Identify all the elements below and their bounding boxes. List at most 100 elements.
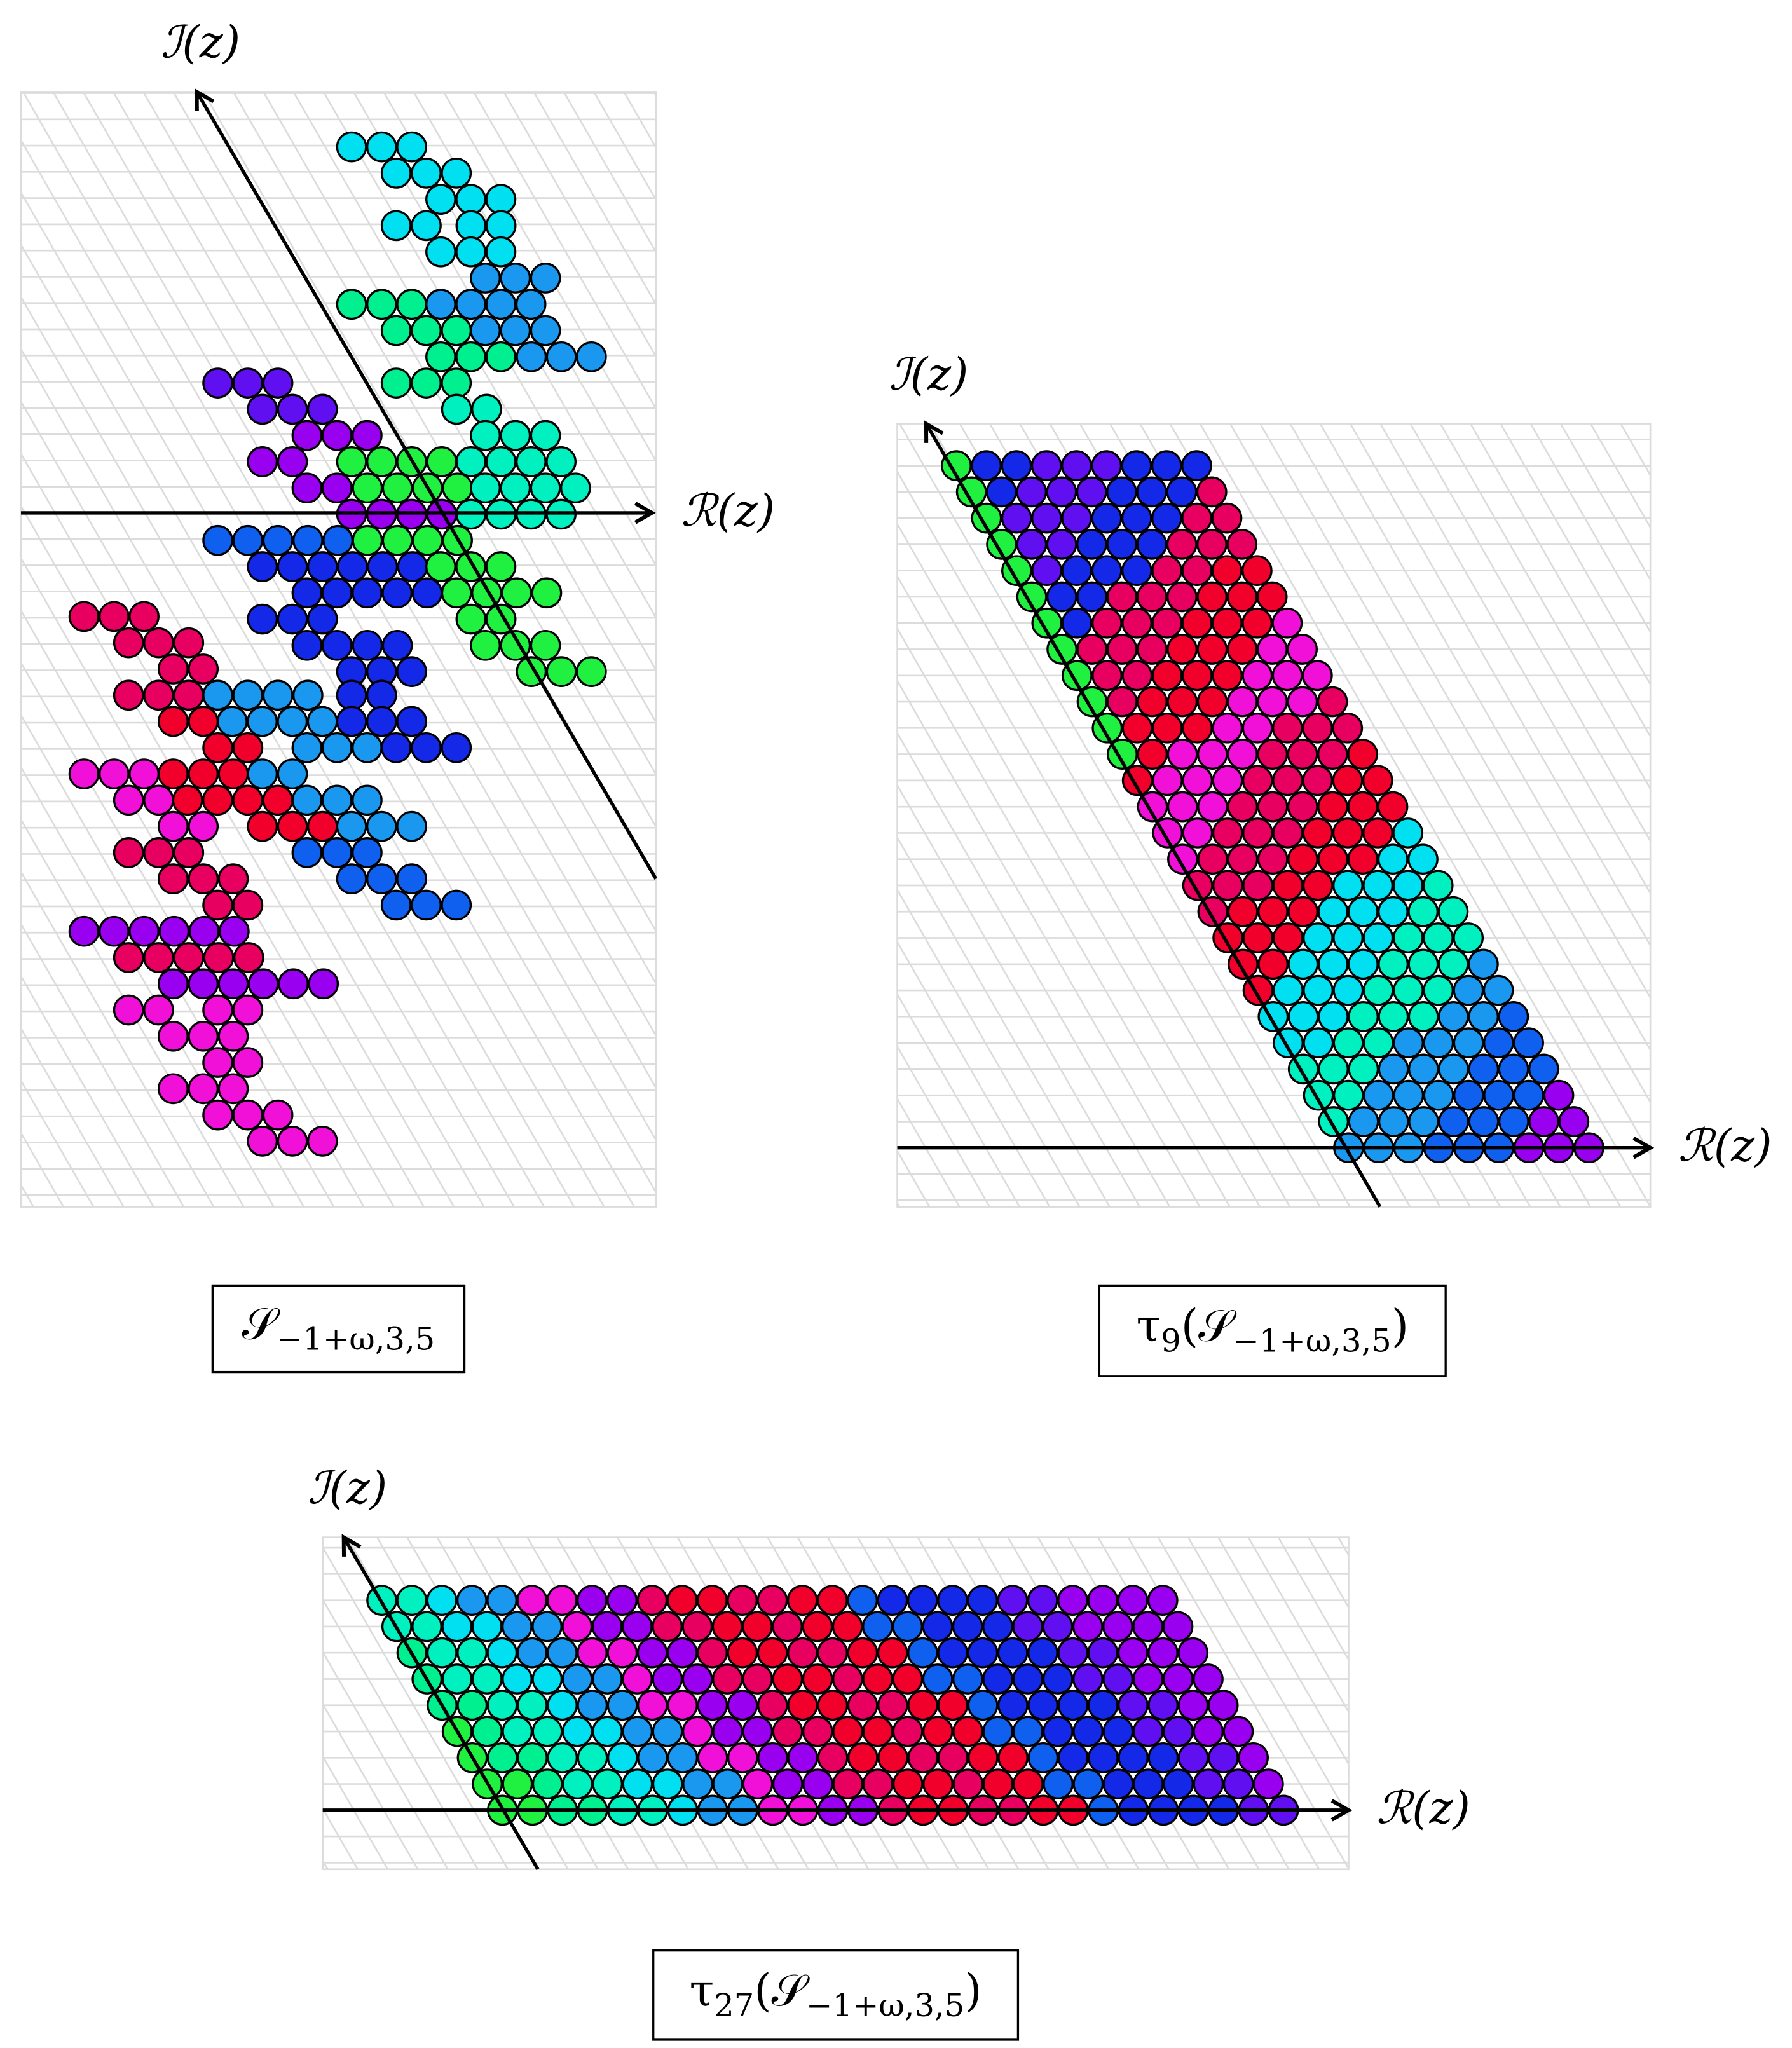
lattice-point [1362,870,1394,901]
lattice-point [1181,607,1213,639]
lattice-point [1181,502,1213,534]
lattice-point [530,629,561,661]
lattice-point [173,837,205,868]
lattice-point [1121,502,1152,534]
grid-line [897,888,1081,1207]
lattice-point [425,236,456,268]
lattice-point [952,1611,983,1642]
lattice-point [711,1663,743,1695]
grid-line [897,679,1201,1207]
grid-line [46,1538,237,1869]
lattice-point [143,942,174,973]
grid-line [1699,1538,1792,1869]
grid-line [1735,92,1792,1206]
caption-text: τ [689,1964,714,2016]
lattice-point [697,1742,728,1773]
lattice-point [937,1637,969,1669]
lattice-point [380,889,412,921]
lattice-point [1147,1637,1179,1669]
lattice-point [652,1716,683,1747]
lattice-point [1043,1768,1074,1799]
lattice-point [817,1585,848,1616]
lattice-point [1241,765,1273,796]
lattice-point [1091,660,1123,692]
lattice-point [380,732,412,763]
lattice-point [986,476,1017,508]
lattice-point [1227,843,1259,875]
lattice-point [396,656,427,687]
lattice-point [666,1637,698,1669]
lattice-point [336,289,367,320]
lattice-point [682,1768,713,1799]
lattice-point [772,1716,804,1747]
lattice-point [1106,581,1138,613]
lattice-point [352,420,383,451]
lattice-point [1437,896,1469,927]
lattice-point [1076,581,1107,613]
x-axis-label: ℛ(z) [1376,1782,1470,1834]
lattice-point [336,863,367,895]
lattice-point [411,732,442,763]
lattice-point [1001,502,1032,534]
lattice-point [606,1690,638,1721]
lattice-point [232,732,264,763]
lattice-point [530,315,561,346]
lattice-point [1317,739,1348,770]
lattice-point [173,679,205,711]
caption-box [1098,1284,1447,1377]
grid-line [1681,424,1792,1207]
lattice-point [262,1099,294,1131]
lattice-point [396,131,427,163]
grid-line [21,1027,125,1207]
lattice-point [1102,1716,1134,1747]
lattice-point [411,1611,442,1642]
caption: τ9(𝒮−1+ω,3,5) [1136,1300,1409,1360]
lattice-point [1106,634,1138,665]
lattice-point [847,1742,879,1773]
lattice-point [1016,476,1048,508]
lattice-point [366,131,397,163]
lattice-point [98,915,130,947]
lattice-point [1076,476,1107,508]
lattice-point [1163,1716,1194,1747]
lattice-point [1528,1053,1559,1085]
grid-line [1741,424,1792,1207]
lattice-point [1166,686,1198,718]
lattice-point [426,1637,458,1669]
lattice-point [232,889,264,921]
caption-text: (𝒮 [1181,1300,1237,1352]
lattice-point [1347,896,1379,927]
lattice-point [1318,1053,1349,1085]
grid-line [1229,423,1651,1156]
grid-line [1259,423,1651,1104]
lattice-point [247,758,278,789]
lattice-point [1303,974,1334,1006]
caption-subscript: −1+ω,3,5 [806,1987,964,2024]
caption-subscript: −1+ω,3,5 [277,1321,435,1358]
lattice-point [1378,1000,1409,1032]
grid-line [1676,92,1792,1206]
lattice-point [1102,1663,1134,1695]
lattice-point [1196,634,1228,665]
lattice-point [128,601,160,632]
lattice-point [262,524,294,556]
lattice-point [188,915,220,947]
lattice-point [113,784,144,816]
lattice-point [1166,791,1198,823]
lattice-point [1253,1768,1284,1799]
grid-line [1409,423,1651,843]
lattice-point [636,1585,668,1616]
lattice-point [575,656,607,687]
lattice-point [366,863,397,895]
grid-line [897,522,1291,1207]
lattice-point [1163,1768,1194,1799]
lattice-point [306,706,338,737]
lattice-point [1242,922,1274,953]
lattice-point [967,1585,999,1616]
lattice-point [1072,1611,1104,1642]
lattice-point [515,289,547,320]
lattice-point [1271,607,1303,639]
caption-box [652,1949,1020,2041]
lattice-point [1271,660,1303,692]
lattice-point [1211,555,1243,587]
